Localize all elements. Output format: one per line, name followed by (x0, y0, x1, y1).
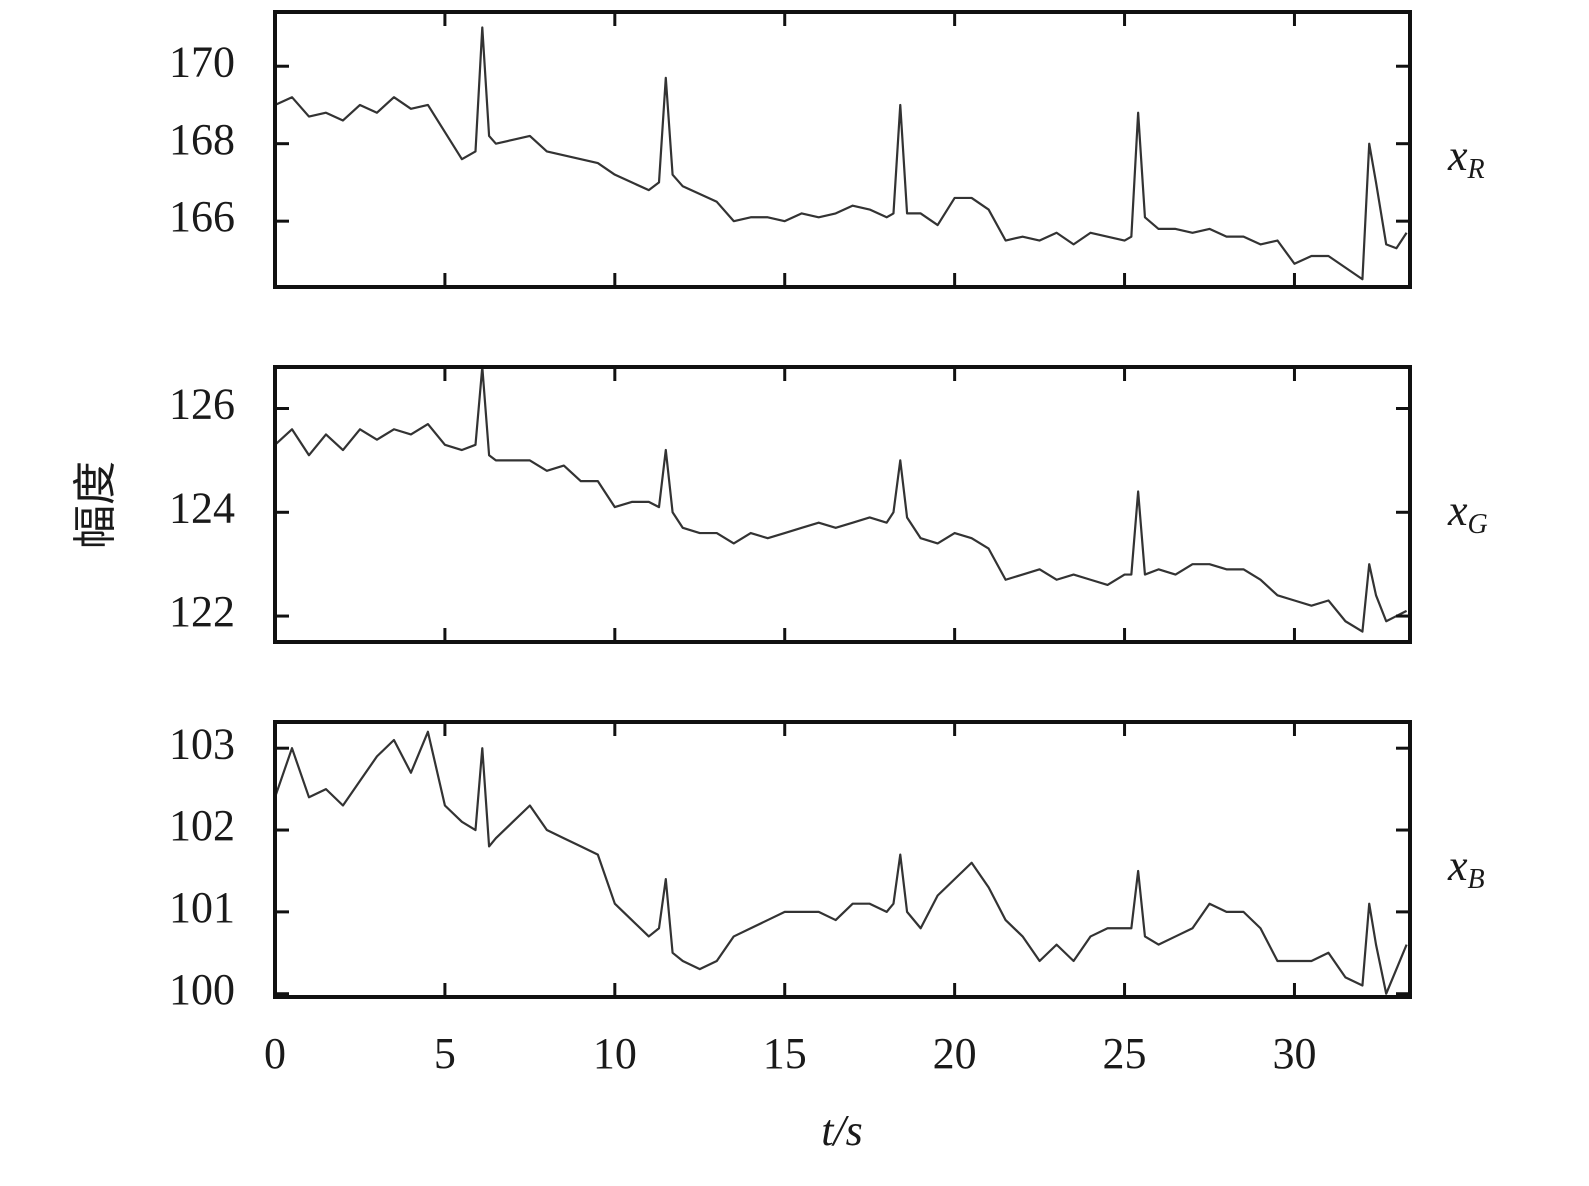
x-axis-label: t/s (821, 1106, 863, 1155)
y-tick-label: 101 (169, 883, 235, 932)
y-tick-label: 102 (169, 801, 235, 850)
x-tick-label: 5 (434, 1029, 456, 1078)
series-label: xR (1447, 131, 1485, 185)
x-tick-label: 25 (1103, 1029, 1147, 1078)
plot-frame (273, 10, 1412, 289)
x-tick-label: 0 (264, 1029, 286, 1078)
y-tick-label: 122 (169, 587, 235, 636)
x-tick-label: 20 (933, 1029, 977, 1078)
data-line (274, 26, 1408, 281)
plot-frame (273, 365, 1412, 644)
plot-frame (273, 720, 1412, 999)
y-tick-label: 170 (169, 37, 235, 86)
y-tick-label: 166 (169, 192, 235, 241)
data-line (274, 365, 1408, 633)
data-line (273, 730, 1408, 995)
y-tick-label: 100 (169, 965, 235, 1014)
series-label: xB (1447, 841, 1485, 895)
x-tick-label: 30 (1272, 1029, 1316, 1078)
x-tick-label: 10 (593, 1029, 637, 1078)
x-tick-label: 15 (763, 1029, 807, 1078)
y-tick-label: 168 (169, 115, 235, 164)
y-axis-label: 幅度 (71, 461, 120, 549)
y-tick-label: 103 (169, 719, 235, 768)
y-tick-label: 126 (169, 380, 235, 429)
series-label: xG (1447, 486, 1488, 540)
y-tick-label: 124 (169, 483, 235, 532)
